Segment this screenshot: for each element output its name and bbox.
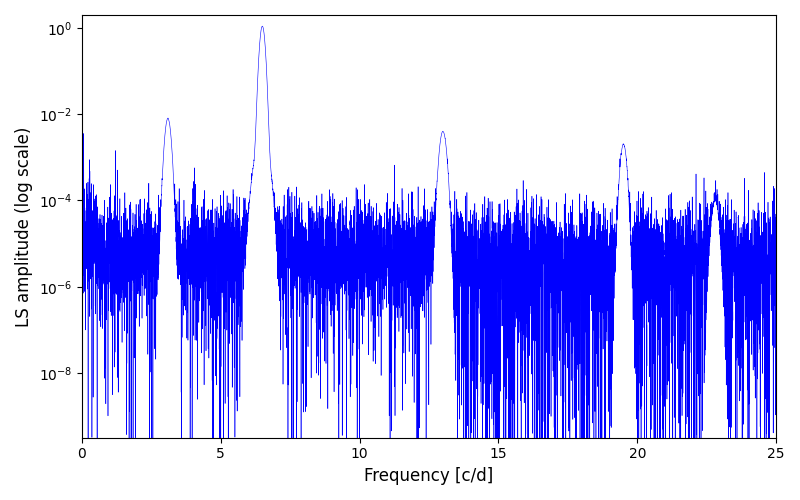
Y-axis label: LS amplitude (log scale): LS amplitude (log scale) [15, 126, 33, 326]
X-axis label: Frequency [c/d]: Frequency [c/d] [364, 467, 494, 485]
